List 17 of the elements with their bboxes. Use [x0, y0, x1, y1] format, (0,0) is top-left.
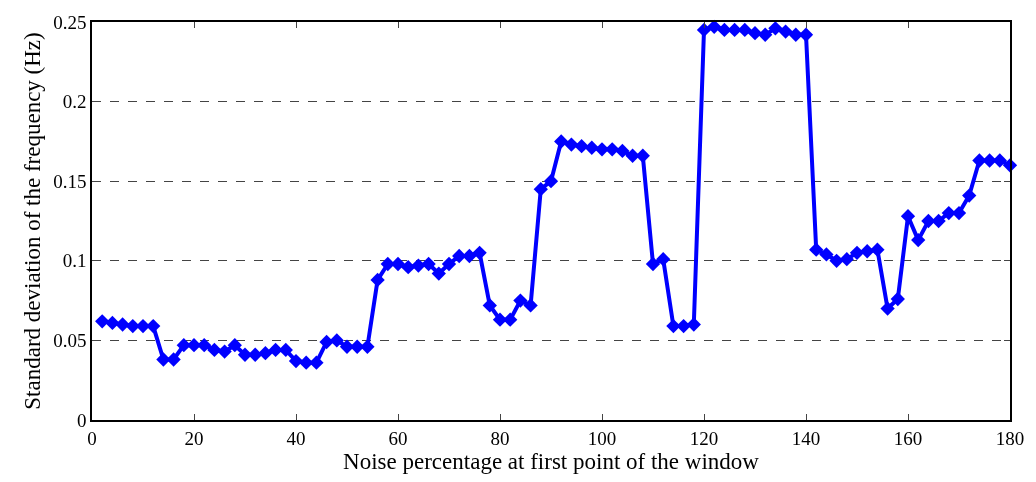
- x-tick-label: 120: [689, 427, 719, 449]
- x-tick-label: 100: [587, 427, 617, 449]
- y-tick-label: 0: [76, 409, 87, 431]
- x-tick-label: 160: [893, 427, 923, 449]
- y-tick-label: 0.25: [53, 11, 87, 33]
- x-tick-label: 180: [995, 427, 1025, 449]
- y-tick-label: 0.05: [53, 330, 87, 352]
- y-axis-title: Standard deviation of the frequency (Hz): [20, 32, 46, 410]
- y-tick-label: 0.2: [62, 91, 87, 113]
- x-tick-label: 40: [286, 427, 306, 449]
- y-tick-label: 0.15: [53, 170, 87, 192]
- x-tick-label: 80: [490, 427, 510, 449]
- y-tick-label: 0.1: [62, 250, 87, 272]
- x-tick-label: 20: [184, 427, 204, 449]
- x-tick-label: 60: [388, 427, 408, 449]
- x-tick-label: 140: [791, 427, 821, 449]
- x-axis-title: Noise percentage at first point of the window: [343, 448, 760, 474]
